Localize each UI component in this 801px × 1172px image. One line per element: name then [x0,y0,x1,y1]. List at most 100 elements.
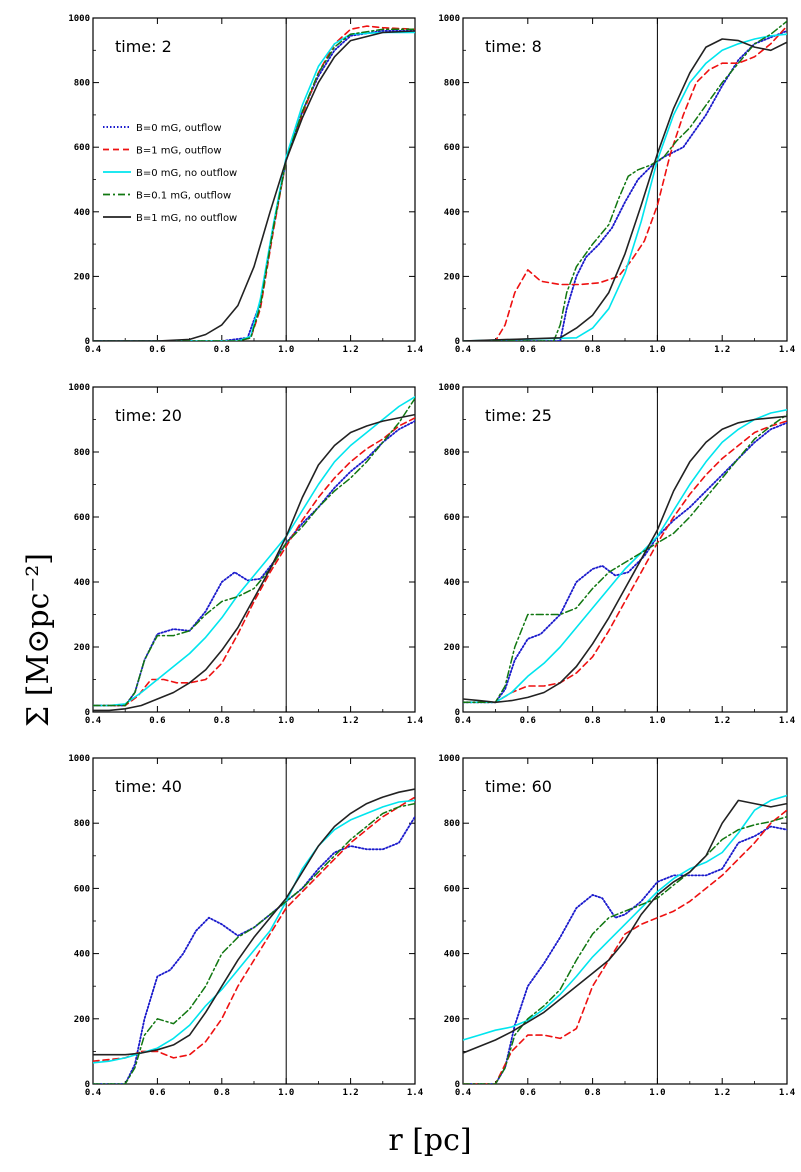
series-line [463,415,787,704]
plot-frame [92,17,416,342]
y-tick-label: 400 [74,950,90,960]
y-tick-label: 1000 [68,754,90,764]
y-tick-label: 1000 [438,14,460,24]
y-tick-label: 400 [74,208,90,218]
legend-entry: B=0 mG, no outflow [136,168,237,179]
chart-panels: 0.4 0.6 0.8 1.0 1.2 1.4 0 200 400 600 800 1000 time:… [68,14,795,1098]
x-tick-label: 1.4 [779,345,796,355]
plot-frame [462,17,788,342]
series-group [93,395,415,712]
x-tick-label: 0.8 [214,716,230,726]
y-tick-label: 0 [85,1080,90,1090]
time-label: time: 25 [485,406,552,425]
y-tick-label: 200 [74,1015,90,1025]
time-label: time: 60 [485,777,552,796]
y-tick-label: 800 [444,448,460,458]
series-group [463,794,787,1084]
y-tick-label: 600 [74,513,90,523]
series-group [463,20,787,341]
x-tick-label: 0.8 [214,345,230,355]
series-line [93,31,415,341]
series-line [93,25,415,341]
series-line [463,38,787,341]
series-line [463,794,787,1041]
series-line [93,395,415,707]
y-tick-label: 800 [444,79,460,89]
x-tick-label: 0.8 [584,1088,600,1098]
y-tick-label: 600 [444,884,460,894]
x-tick-label: 0.4 [455,716,472,726]
series-line [93,29,415,341]
y-tick-label: 600 [444,143,460,153]
legend: B=0 mG, outflow B=1 mG, outflow B=0 mG, no… [103,123,237,224]
y-tick-label: 0 [455,337,460,347]
legend-entry: B=1 mG, outflow [136,146,222,157]
series-group [93,25,415,341]
x-tick-label: 1.2 [342,1088,358,1098]
y-tick-label: 400 [74,578,90,588]
x-tick-label: 1.0 [649,345,665,355]
series-line [93,420,415,707]
time-label: time: 8 [485,37,542,56]
x-tick-label: 1.2 [714,1088,730,1098]
y-tick-label: 400 [444,950,460,960]
series-line [93,799,415,1064]
x-tick-label: 0.8 [584,345,600,355]
x-tick-label: 0.4 [455,345,472,355]
series-line [463,420,787,704]
y-axis-label: Σ [M⊙pc⁻²] [21,553,56,727]
y-tick-label: 0 [455,1080,460,1090]
series-line [463,408,787,704]
y-tick-label: 1000 [68,14,90,24]
y-tick-label: 0 [85,337,90,347]
x-tick-label: 0.4 [85,345,102,355]
x-tick-label: 1.4 [779,716,796,726]
series-line [93,417,415,707]
y-tick-label: 1000 [438,754,460,764]
x-tick-label: 1.4 [407,716,424,726]
y-tick-label: 1000 [438,383,460,393]
y-tick-label: 0 [455,708,460,718]
y-tick-label: 400 [444,208,460,218]
y-tick-label: 400 [444,578,460,588]
legend-entry: B=0 mG, outflow [136,123,222,134]
y-tick-label: 800 [74,448,90,458]
panel-4: 0.4 0.6 0.8 1.0 1.2 1.4 0 200 400 600 800 1000 time:… [438,383,795,726]
x-tick-label: 1.2 [714,716,730,726]
series-line [93,788,415,1056]
x-tick-label: 0.4 [85,716,102,726]
x-tick-label: 1.2 [342,716,358,726]
x-tick-label: 0.6 [520,1088,536,1098]
x-tick-label: 0.8 [584,716,600,726]
y-tick-label: 600 [74,884,90,894]
plot-frame [462,386,788,713]
y-tick-label: 200 [74,643,90,653]
series-line [93,30,415,341]
series-line [463,815,787,1084]
y-tick-label: 200 [74,272,90,282]
x-tick-label: 0.6 [520,345,536,355]
x-tick-label: 1.2 [342,345,358,355]
series-line [463,20,787,341]
legend-entry: B=1 mG, no outflow [136,213,237,224]
x-tick-label: 1.2 [714,345,730,355]
panel-5: 0.4 0.6 0.8 1.0 1.2 1.4 0 200 400 600 800 1000 time:… [68,754,423,1098]
series-line [93,802,415,1084]
y-tick-label: 800 [444,819,460,829]
series-line [463,25,787,341]
series-line [463,29,787,341]
series-line [463,33,787,341]
x-tick-label: 1.0 [649,1088,665,1098]
y-tick-label: 200 [444,643,460,653]
y-tick-label: 200 [444,272,460,282]
y-tick-label: 800 [74,819,90,829]
y-tick-label: 600 [444,513,460,523]
panel-6: 0.4 0.6 0.8 1.0 1.2 1.4 0 200 400 600 800 1000 time:… [438,754,795,1098]
x-tick-label: 1.4 [407,1088,424,1098]
x-tick-label: 0.6 [149,345,165,355]
legend-entry: B=0.1 mG, outflow [136,191,231,202]
x-tick-label: 0.8 [214,1088,230,1098]
y-tick-label: 800 [74,79,90,89]
x-tick-label: 0.6 [149,716,165,726]
